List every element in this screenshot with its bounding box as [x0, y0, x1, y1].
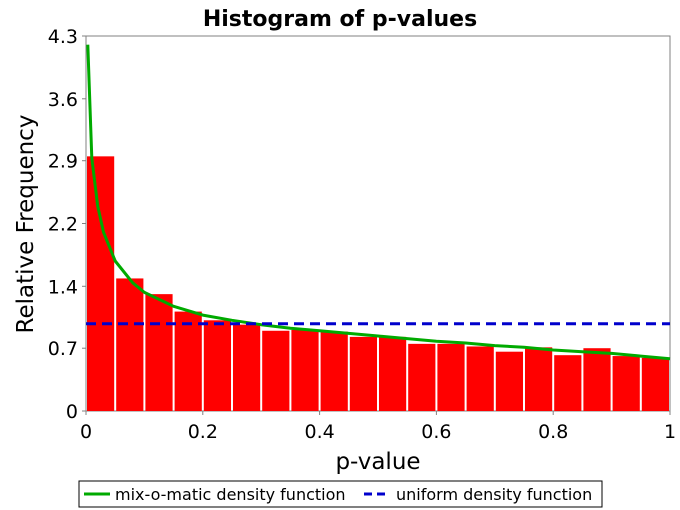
histogram-bar	[203, 320, 231, 411]
y-tick-label: 2.9	[48, 151, 78, 173]
y-axis-label: Relative Frequency	[13, 115, 39, 334]
histogram-bar	[145, 294, 173, 411]
x-axis-label: p-value	[335, 449, 420, 475]
y-tick-label: 2.2	[48, 214, 78, 236]
x-tick-label: 0.6	[421, 421, 451, 443]
histogram-bar	[379, 336, 407, 411]
histogram-bars	[87, 156, 669, 411]
x-tick-label: 0.2	[188, 421, 218, 443]
histogram-bar	[320, 331, 348, 411]
histogram-bar	[87, 156, 115, 411]
legend-box	[78, 480, 603, 508]
legend-label-uniform: uniform density function	[396, 485, 592, 504]
histogram-bar	[583, 348, 611, 411]
y-tick-label: 3.6	[48, 89, 78, 111]
histogram-bar	[291, 329, 319, 411]
histogram-bar	[495, 351, 523, 411]
histogram-bar	[437, 343, 465, 411]
legend: mix-o-matic density function uniform den…	[78, 480, 603, 508]
density-lines	[86, 44, 671, 361]
histogram-bar	[641, 357, 669, 411]
histogram-bar	[612, 356, 640, 411]
y-tick-label: 1.4	[48, 276, 78, 298]
histogram-bar	[349, 336, 377, 411]
histogram-bar	[408, 343, 436, 411]
histogram-bar	[116, 278, 144, 411]
y-tick-label: 4.3	[48, 26, 78, 48]
histogram-bar	[262, 330, 290, 411]
x-tick-label: 0	[80, 421, 92, 443]
y-axis-ticks: 0 0.7 1.4 2.2 2.9 3.6 4.3	[48, 26, 86, 423]
histogram-bar	[525, 347, 553, 411]
x-tick-label: 0.8	[538, 421, 568, 443]
histogram-bar	[554, 355, 582, 411]
histogram-bar	[466, 346, 494, 411]
y-tick-label: 0.7	[48, 338, 78, 360]
y-tick-label: 0	[66, 401, 78, 423]
histogram-bar	[233, 324, 261, 411]
chart-title: Histogram of p-values	[203, 7, 477, 32]
x-axis-ticks: 0 0.2 0.4 0.6 0.8 1	[80, 411, 676, 443]
histogram-bar	[174, 311, 202, 411]
legend-label-mix-o-matic: mix-o-matic density function	[115, 485, 346, 504]
x-tick-label: 0.4	[304, 421, 334, 443]
plot-area	[85, 35, 671, 412]
x-tick-label: 1	[664, 421, 676, 443]
mix-o-matic-density-line	[86, 44, 671, 361]
